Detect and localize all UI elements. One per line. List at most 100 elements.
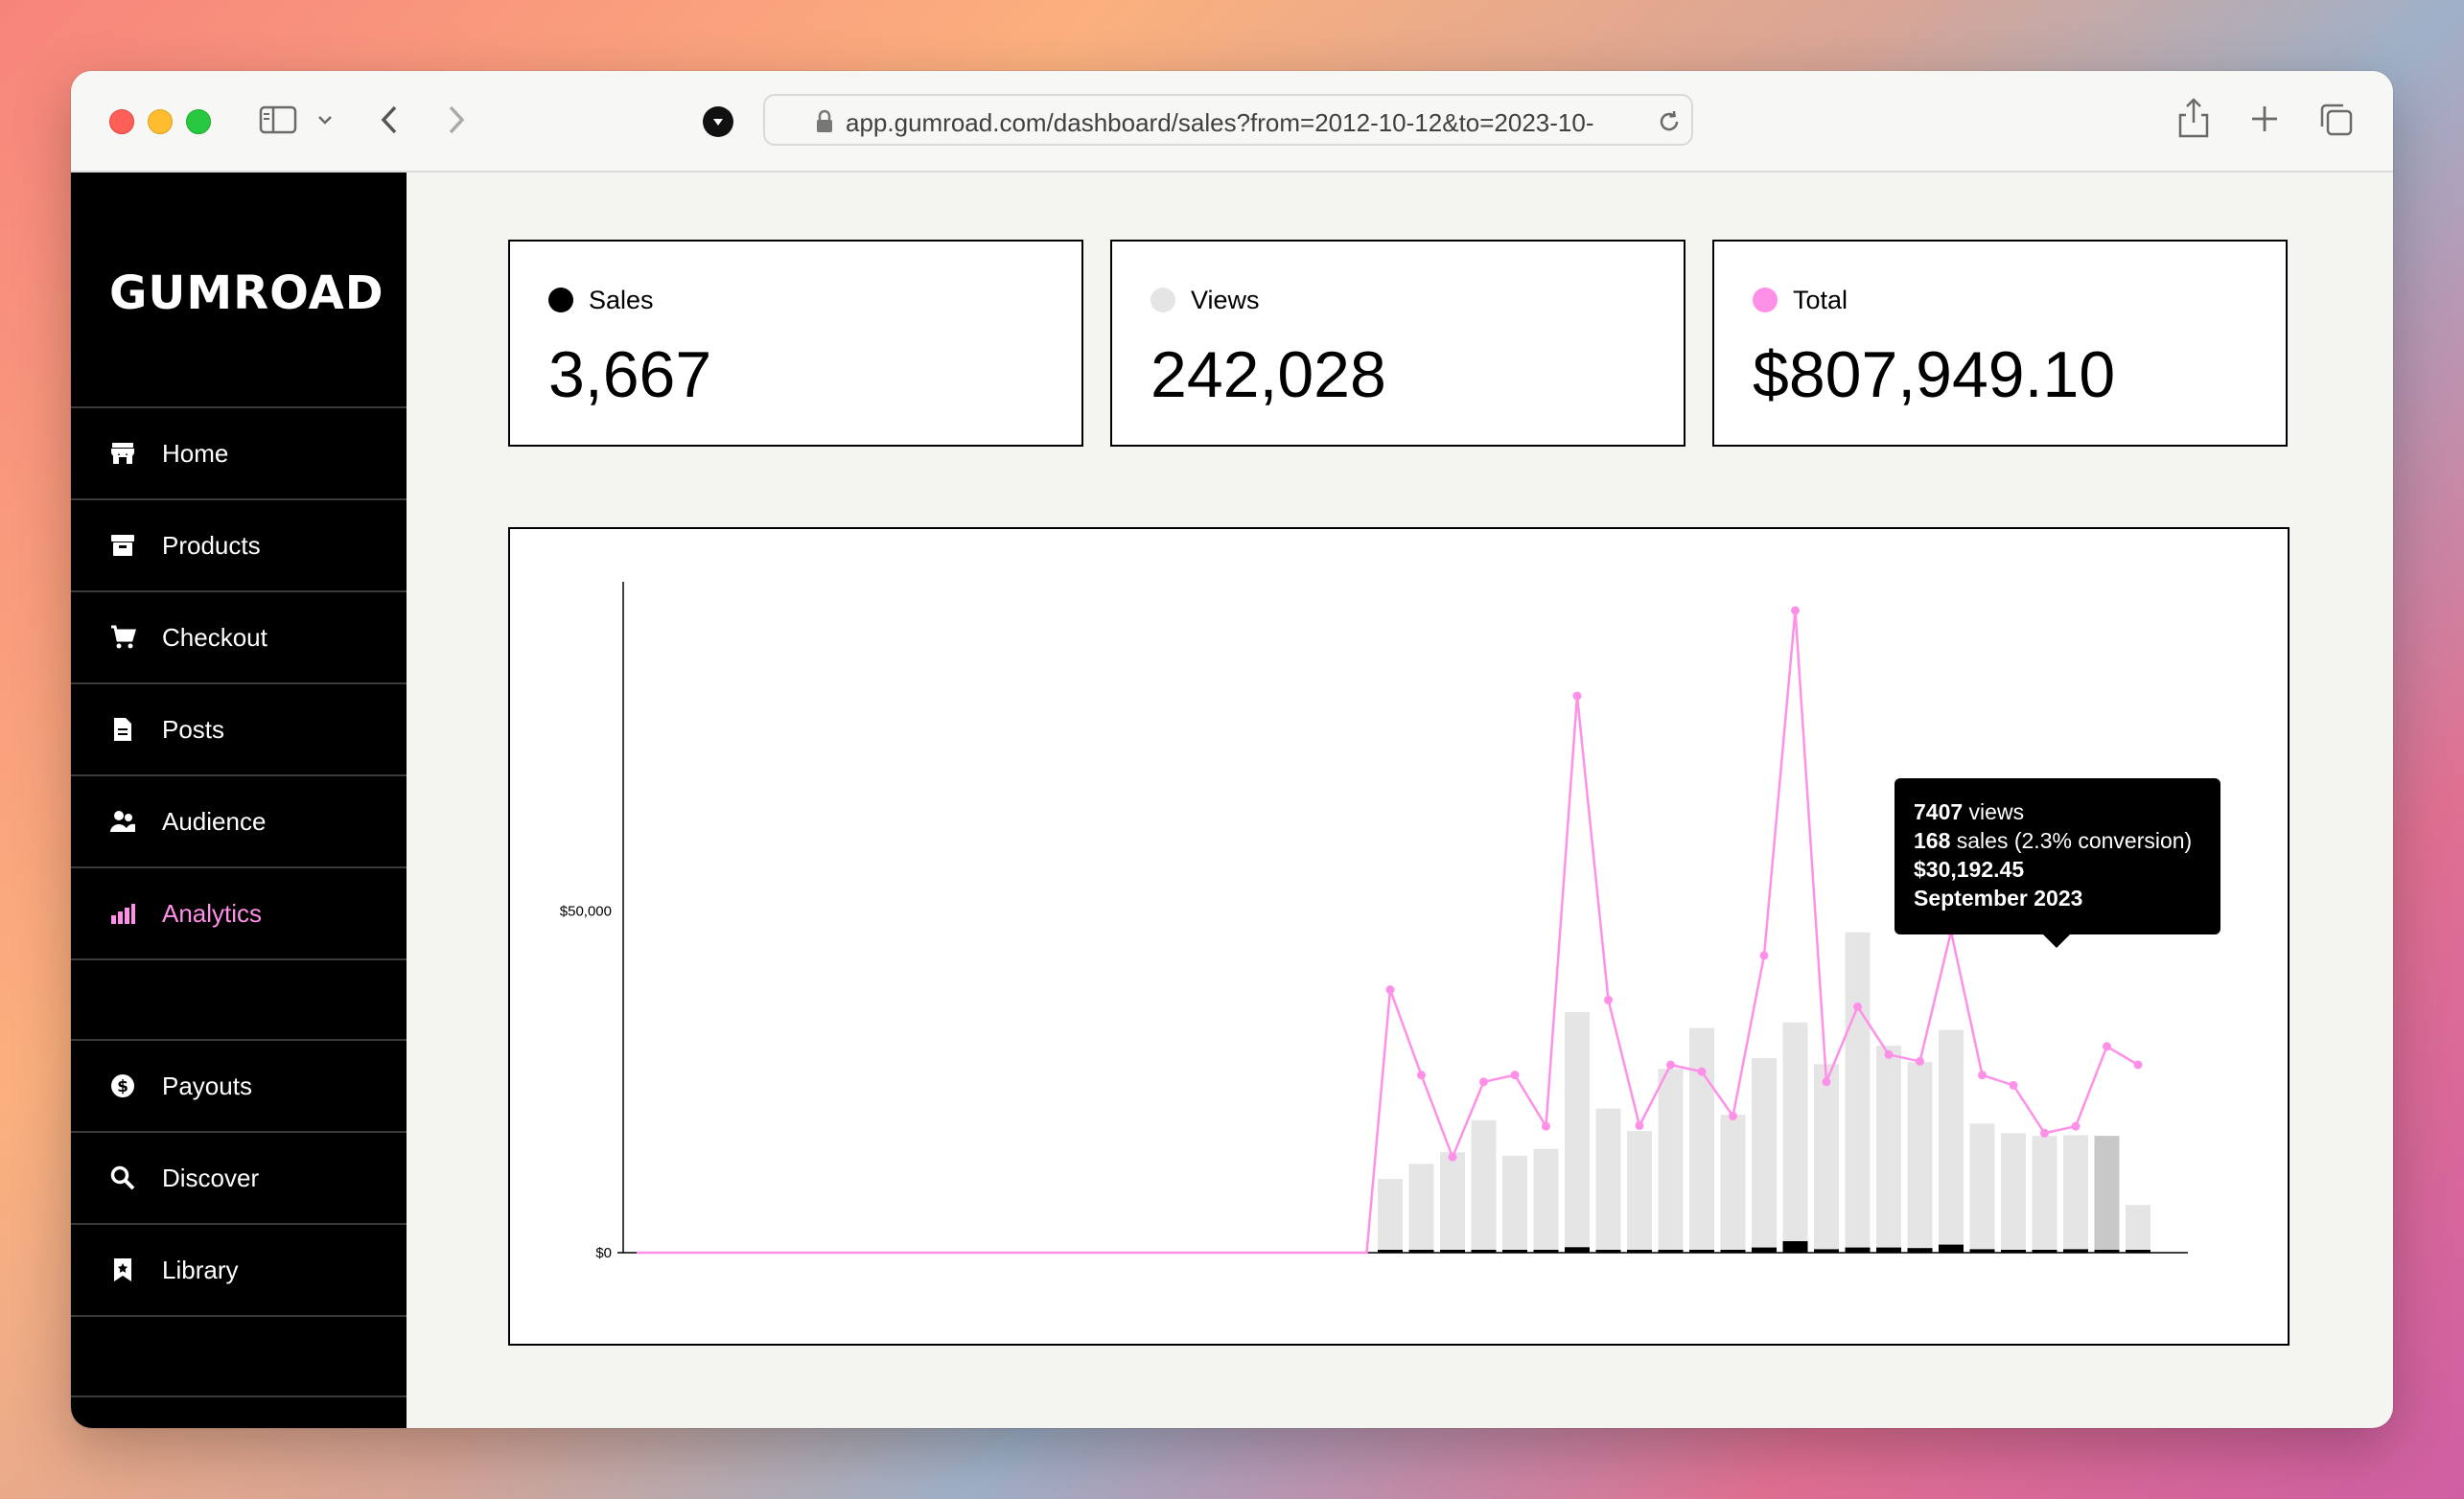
- sales-bar: [1969, 1249, 1995, 1253]
- views-bar: [1752, 1057, 1777, 1253]
- total-point: [1479, 1077, 1488, 1087]
- views-bar: [1595, 1108, 1621, 1253]
- sales-bar: [1876, 1247, 1901, 1253]
- total-point: [1853, 1002, 1862, 1011]
- sales-bar: [1627, 1250, 1652, 1253]
- stat-card-views: Views 242,028: [1110, 240, 1685, 447]
- stat-label: Total: [1793, 286, 1848, 314]
- dollar-circle-icon: $: [111, 1074, 134, 1097]
- maximize-window-button[interactable]: [186, 109, 211, 134]
- sales-bar: [1689, 1250, 1714, 1253]
- sidebar-item-discover[interactable]: Discover: [71, 1133, 407, 1223]
- y-tick-label: $50,000: [560, 904, 612, 920]
- total-point: [1385, 985, 1395, 995]
- sidebar-item-library[interactable]: Library: [71, 1225, 407, 1315]
- total-point: [2040, 1128, 2049, 1138]
- sales-bar: [1471, 1250, 1497, 1253]
- sidebar-item-home[interactable]: Home: [71, 408, 407, 498]
- sidebar-item-label: Checkout: [162, 623, 267, 652]
- document-icon: [114, 718, 131, 741]
- sidebar-item-audience[interactable]: Audience: [71, 776, 407, 866]
- nav-divider: [71, 406, 407, 408]
- sales-bar: [1378, 1250, 1403, 1253]
- nav-divider: [71, 1395, 407, 1397]
- nav-divider: [71, 682, 407, 684]
- browser-window: app.gumroad.com/dashboard/sales?from=201…: [71, 71, 2393, 1428]
- sales-bar: [1907, 1248, 1933, 1253]
- nav-divider: [71, 1315, 407, 1317]
- tooltip-views: 7407 views: [1914, 799, 2025, 824]
- total-point: [2133, 1060, 2143, 1070]
- sales-bar: [1658, 1250, 1684, 1253]
- sidebar-item-label: Payouts: [162, 1072, 252, 1100]
- sidebar-item-posts[interactable]: Posts: [71, 684, 407, 774]
- nav-divider: [71, 1131, 407, 1133]
- total-point: [1978, 1071, 1987, 1080]
- views-bar: [1440, 1152, 1465, 1253]
- sales-bar: [1595, 1250, 1621, 1253]
- sidebar-item-checkout[interactable]: Checkout: [71, 592, 407, 682]
- sidebar-item-label: Products: [162, 531, 261, 560]
- total-point: [1697, 1067, 1707, 1076]
- new-tab-icon[interactable]: [2249, 104, 2280, 134]
- total-point: [2009, 1080, 2018, 1090]
- sidebar-item-analytics[interactable]: Analytics: [71, 868, 407, 958]
- close-window-button[interactable]: [109, 109, 134, 134]
- total-point: [1759, 951, 1769, 960]
- cart-icon: [111, 625, 136, 649]
- sales-bar: [1565, 1247, 1590, 1253]
- sidebar-item-label: Home: [162, 439, 229, 468]
- address-bar[interactable]: app.gumroad.com/dashboard/sales?from=201…: [763, 94, 1693, 146]
- views-bar: [1876, 1046, 1901, 1253]
- back-icon[interactable]: [378, 104, 401, 136]
- sidebar-item-products[interactable]: Products: [71, 500, 407, 590]
- views-bar: [1939, 1029, 1964, 1253]
- sales-bar: [1440, 1250, 1465, 1253]
- nav-divider: [71, 1223, 407, 1225]
- sales-bar: [1720, 1250, 1746, 1253]
- people-icon: [110, 811, 135, 832]
- total-point: [2103, 1042, 2111, 1051]
- stat-label: Views: [1191, 286, 1260, 314]
- sales-bar: [1533, 1250, 1559, 1253]
- tooltip-sales: 168 sales (2.3% conversion): [1914, 828, 2193, 853]
- stat-card-total: Total $807,949.10: [1712, 240, 2288, 447]
- total-point: [1417, 1071, 1426, 1080]
- sales-chart[interactable]: $0 $50,000: [510, 529, 2288, 1344]
- forward-icon[interactable]: [445, 104, 468, 136]
- sidebar-item-label: Audience: [162, 807, 267, 836]
- nav-divider: [71, 774, 407, 776]
- bookmark-icon: [114, 1258, 131, 1281]
- gumroad-logo[interactable]: GUMROAD: [109, 266, 384, 320]
- sidebar-toggle-icon[interactable]: [259, 105, 297, 134]
- sidebar-item-payouts[interactable]: $ Payouts: [71, 1041, 407, 1131]
- share-icon[interactable]: [2176, 96, 2211, 140]
- stat-card-sales: Sales 3,667: [508, 240, 1083, 447]
- views-bar: [2126, 1205, 2150, 1253]
- reload-icon[interactable]: [1657, 109, 1682, 134]
- sidebar-item-label: Posts: [162, 715, 225, 744]
- views-bar: [1565, 1012, 1590, 1253]
- views-bar: [2032, 1136, 2057, 1253]
- views-bar: [1658, 1069, 1684, 1253]
- search-icon: [110, 1165, 135, 1190]
- minimize-window-button[interactable]: [148, 109, 173, 134]
- total-legend-dot: [1753, 288, 1778, 312]
- total-point: [1666, 1060, 1675, 1070]
- url-text: app.gumroad.com/dashboard/sales?from=201…: [846, 108, 1594, 137]
- sales-bar: [1752, 1247, 1777, 1253]
- tooltip-month: September 2023: [1914, 886, 2083, 911]
- total-point: [1510, 1071, 1520, 1080]
- views-bar: [2001, 1133, 2026, 1253]
- lock-icon: [817, 109, 832, 132]
- stat-value: 242,028: [1151, 338, 1386, 411]
- views-bar: [1408, 1164, 1434, 1253]
- tab-overview-icon[interactable]: [2318, 102, 2355, 138]
- sales-bar: [2063, 1249, 2088, 1253]
- views-bar: [1782, 1022, 1808, 1253]
- sales-bar: [2126, 1250, 2150, 1253]
- chevron-down-icon[interactable]: [316, 113, 334, 127]
- sales-bar: [2032, 1250, 2057, 1253]
- total-point: [1916, 1056, 1924, 1066]
- views-bar: [1502, 1155, 1527, 1253]
